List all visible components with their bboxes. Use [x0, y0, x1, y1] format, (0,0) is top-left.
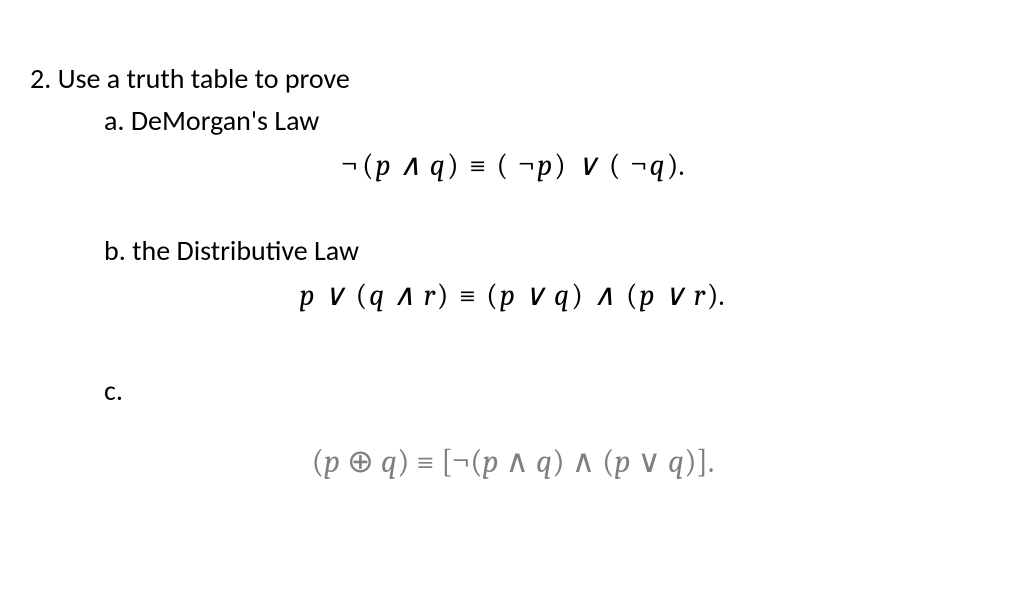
question-number: 2.	[30, 61, 51, 96]
part-a-title: DeMorgan's Law	[131, 103, 320, 138]
part-c-formula: (p ⊕ q) ≡ [¬(p ∧ q) ∧ (p ∨ q)].	[30, 440, 996, 483]
part-c-header: c.	[104, 372, 996, 410]
page: 2. Use a truth table to prove a. DeMorga…	[0, 0, 1026, 537]
part-b-label: b.	[104, 233, 126, 268]
part-a-header: a. DeMorgan's Law	[104, 102, 996, 140]
question-prompt: Use a truth table to prove	[58, 61, 350, 96]
part-a-formula: ¬(p ∧ q) ≡ ( ¬p) ∨ ( ¬q).	[30, 146, 996, 187]
part-b-formula: p ∨ (q ∧ r) ≡ (p ∨ q) ∧ (p ∨ r).	[30, 276, 996, 317]
part-c-label: c.	[104, 373, 123, 408]
part-b-title: the Distributive Law	[132, 233, 359, 268]
part-b-header: b. the Distributive Law	[104, 232, 996, 270]
question-line: 2. Use a truth table to prove	[30, 60, 996, 98]
part-a-label: a.	[104, 103, 124, 138]
